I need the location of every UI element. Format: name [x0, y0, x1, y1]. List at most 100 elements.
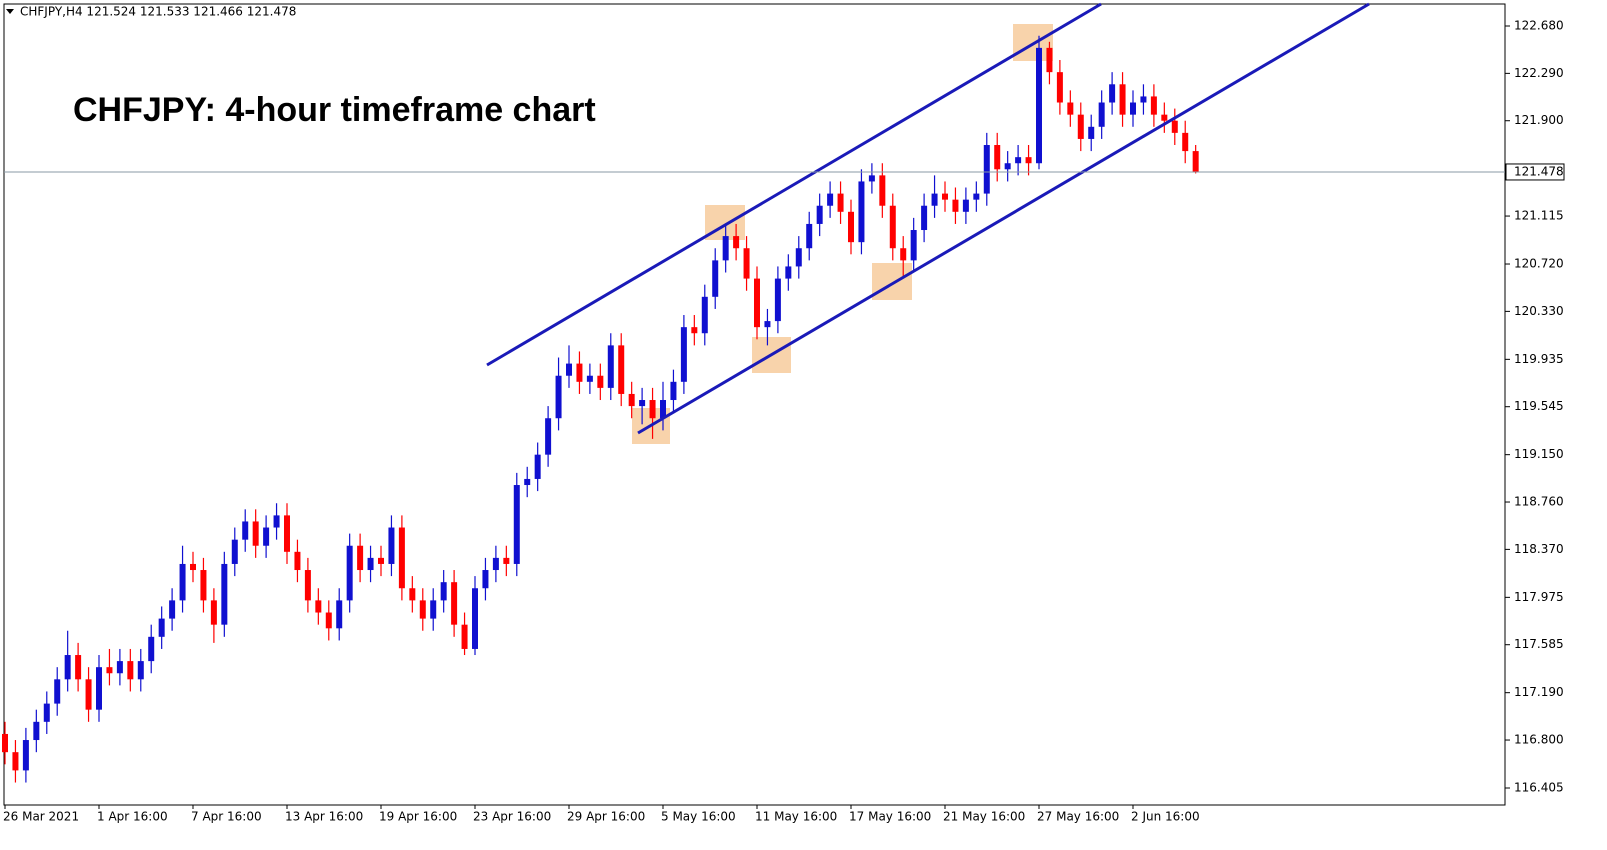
chart-title: CHFJPY: 4-hour timeframe chart: [73, 91, 596, 129]
candle-body: [336, 600, 343, 629]
candle-body: [566, 363, 572, 376]
x-tick-label: 19 Apr 16:00: [379, 810, 457, 824]
y-tick-label: 117.585: [1514, 637, 1564, 651]
x-tick-label: 13 Apr 16:00: [285, 810, 363, 824]
candle-body: [1077, 114, 1084, 139]
candle-body: [54, 679, 61, 704]
candle-body: [994, 145, 1001, 170]
candle-body: [1004, 163, 1011, 170]
candle-body: [680, 327, 687, 382]
candle-body: [889, 205, 896, 249]
candle-body: [1161, 114, 1168, 121]
y-tick-label: 119.935: [1514, 352, 1564, 366]
candle-body: [2, 733, 8, 753]
candle-body: [346, 545, 353, 601]
candle-body: [461, 624, 468, 649]
candle-body: [106, 667, 113, 674]
candle-body: [513, 485, 520, 564]
x-tick-label: 23 Apr 16:00: [473, 810, 551, 824]
candle-body: [701, 296, 708, 334]
candle-body: [942, 193, 948, 200]
y-tick-label: 122.680: [1514, 19, 1564, 33]
candle-body: [534, 454, 541, 479]
plot-frame: [3, 3, 1506, 806]
candle-body: [304, 570, 311, 601]
candle-body: [1119, 84, 1126, 115]
candle-body: [221, 563, 228, 625]
candle-body: [190, 563, 196, 571]
candle-body: [879, 175, 886, 206]
candle-body: [492, 557, 499, 571]
candle-body: [754, 278, 760, 328]
candle-body: [357, 545, 364, 571]
candle-body: [931, 193, 938, 206]
candle-body: [973, 193, 980, 200]
candle-body: [545, 418, 552, 455]
x-tick-label: 1 Apr 16:00: [97, 810, 168, 824]
x-tick-label: 21 May 16:00: [943, 810, 1025, 824]
candle-body: [378, 557, 384, 564]
candle-body: [116, 661, 123, 674]
candle-body: [451, 582, 458, 625]
candle-body: [179, 563, 186, 601]
candle-body: [712, 260, 719, 297]
y-tick-label: 121.900: [1514, 113, 1564, 127]
y-tick-label: 122.290: [1514, 66, 1564, 80]
x-tick-label: 26 Mar 2021: [3, 810, 79, 824]
y-tick-label: 120.330: [1514, 304, 1564, 318]
candle-body: [409, 588, 416, 601]
candle-body: [85, 679, 92, 710]
candle-body: [827, 193, 834, 206]
x-tick-label: 11 May 16:00: [755, 810, 837, 824]
candle-body: [597, 375, 604, 388]
candle-body: [1067, 102, 1074, 115]
channel-lower: [637, 2, 1370, 435]
candle-body: [284, 515, 290, 552]
candle-body: [837, 193, 844, 212]
candle-body: [900, 248, 907, 261]
candle-body: [482, 570, 489, 589]
candle-body: [252, 521, 259, 546]
candle-body: [816, 205, 823, 224]
x-tick-label: 29 Apr 16:00: [567, 810, 645, 824]
candle-body: [1098, 102, 1105, 127]
candle-body: [1171, 120, 1178, 133]
candle-body: [806, 223, 813, 249]
candle-body: [367, 557, 374, 571]
candle-body: [618, 345, 625, 394]
candle-body: [576, 363, 583, 382]
candle-body: [555, 375, 562, 419]
candles: [2, 35, 1199, 783]
candle-body: [983, 145, 990, 194]
candle-body: [158, 618, 165, 637]
candle-body: [43, 703, 50, 722]
y-tick-label: 120.720: [1514, 257, 1564, 271]
candle-body: [1015, 157, 1022, 164]
candle-body: [764, 321, 771, 328]
candle-body: [430, 600, 437, 619]
candle-body: [137, 661, 144, 680]
candle-body: [1109, 84, 1116, 103]
candle-body: [691, 327, 698, 334]
candle-body: [628, 393, 635, 407]
x-tick-label: 7 Apr 16:00: [191, 810, 262, 824]
y-tick-label: 119.545: [1514, 399, 1564, 413]
candle-body: [325, 612, 332, 629]
chart-header: CHFJPY,H4 121.524 121.533 121.466 121.47…: [20, 5, 296, 19]
candle-body: [1046, 47, 1053, 73]
candle-body: [524, 478, 531, 486]
candle-body: [96, 667, 102, 710]
candle-body: [670, 381, 677, 401]
candle-body: [75, 655, 82, 680]
candle-body: [1056, 72, 1063, 103]
candle-body: [1150, 96, 1157, 115]
candle-body: [64, 655, 71, 680]
candle-body: [868, 175, 875, 182]
candle-body: [660, 400, 666, 419]
candle-body: [1088, 126, 1095, 139]
candle-body: [586, 375, 593, 382]
candle-body: [12, 752, 19, 771]
y-tick-label: 116.800: [1514, 733, 1564, 747]
